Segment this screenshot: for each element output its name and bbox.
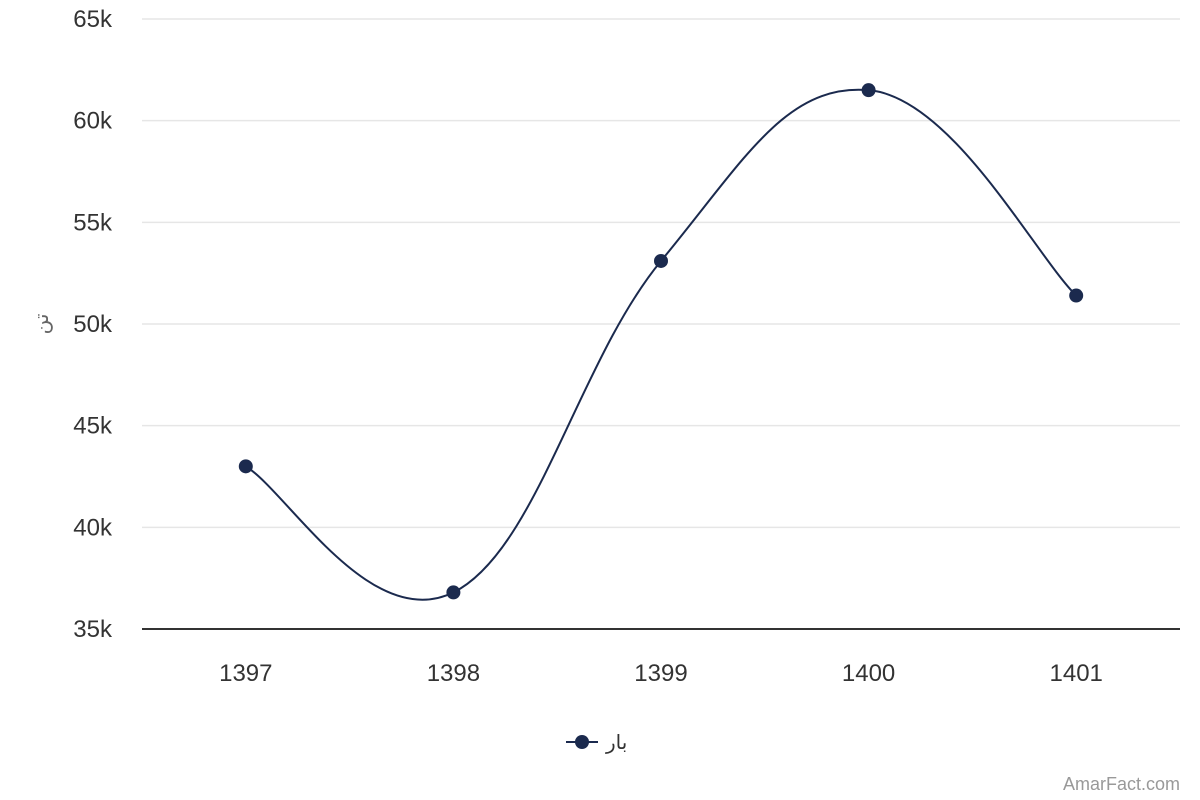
data-point[interactable] xyxy=(1069,288,1084,303)
grid-lines xyxy=(142,18,1180,529)
data-point[interactable] xyxy=(654,253,668,268)
x-tick-label: 1400 xyxy=(842,660,895,687)
series-layer xyxy=(238,83,1084,601)
y-tick-label: 50k xyxy=(73,311,113,338)
legend-label: بار xyxy=(605,730,627,754)
y-tick-label: 55k xyxy=(73,209,113,236)
y-tick-label: 35k xyxy=(73,616,113,643)
data-point[interactable] xyxy=(861,83,876,98)
y-tick-label: 60k xyxy=(73,108,113,135)
legend[interactable]: بار xyxy=(566,730,627,754)
y-tick-label: 40k xyxy=(73,514,113,541)
series-line xyxy=(245,88,1077,601)
x-tick-label: 1401 xyxy=(1050,660,1103,687)
x-tick-label: 1398 xyxy=(427,660,480,687)
y-axis-ticks: 35k 40k 45k 50k 55k 60k 65k xyxy=(73,6,113,643)
x-tick-label: 1399 xyxy=(634,660,687,687)
legend-dot-marker xyxy=(575,735,589,749)
data-point[interactable] xyxy=(446,585,461,600)
y-axis-label: تن xyxy=(29,314,53,335)
y-tick-label: 65k xyxy=(73,6,113,33)
credit-link[interactable]: AmarFact.com xyxy=(1063,774,1180,794)
x-tick-label: 1397 xyxy=(219,660,272,687)
x-axis-ticks: 1397 1398 1399 1400 1401 xyxy=(219,660,1103,687)
y-tick-label: 45k xyxy=(73,413,113,440)
data-point[interactable] xyxy=(238,459,253,474)
